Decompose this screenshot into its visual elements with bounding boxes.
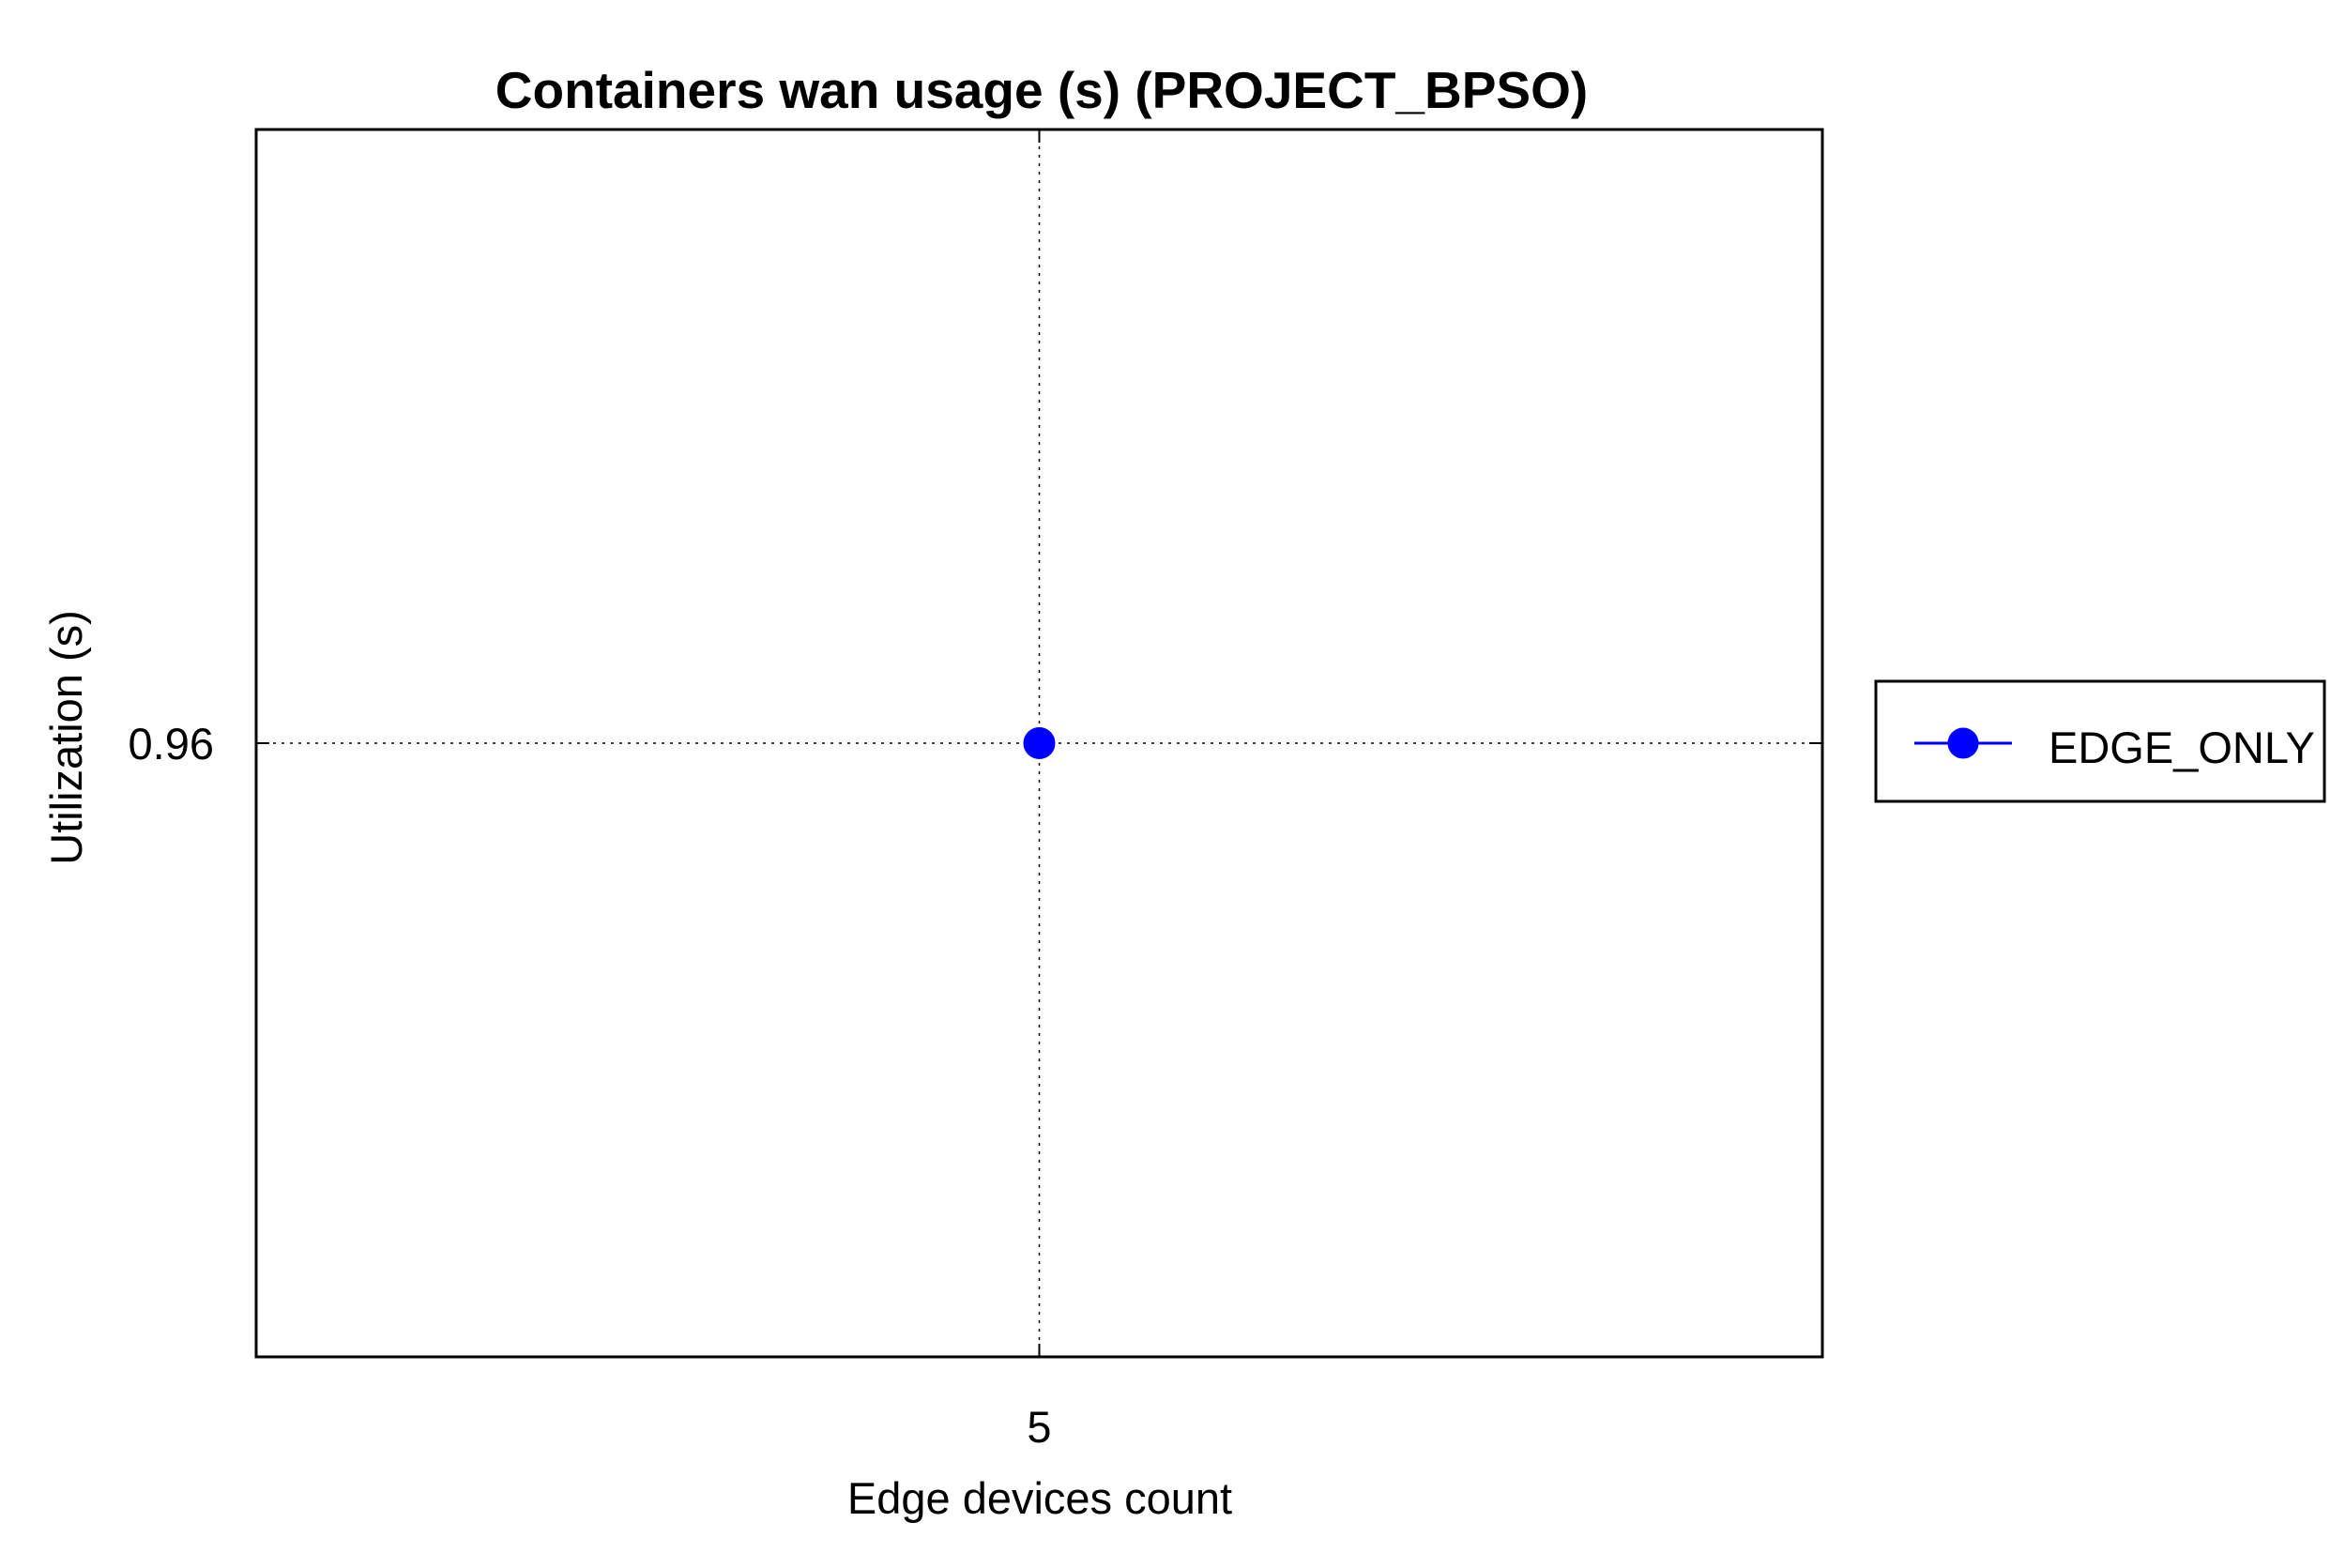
y-axis-label: Utilization (s) [41, 610, 91, 865]
legend: EDGE_ONLY [1874, 679, 2326, 803]
series-layer [1023, 727, 1056, 759]
grid-lines [256, 129, 1822, 1357]
axis-ticks: 50.96 [129, 129, 1822, 1452]
chart-title: Containers wan usage (s) (PROJECT_BPSO) [495, 61, 1588, 119]
x-axis-label: Edge devices count [847, 1473, 1232, 1523]
x-tick-label: 5 [1027, 1402, 1051, 1452]
data-point-edge-only [1023, 727, 1056, 759]
legend-label-edge-only: EDGE_ONLY [2049, 723, 2315, 772]
y-tick-label: 0.96 [129, 719, 214, 769]
legend-marker-edge-only [1947, 727, 1979, 759]
